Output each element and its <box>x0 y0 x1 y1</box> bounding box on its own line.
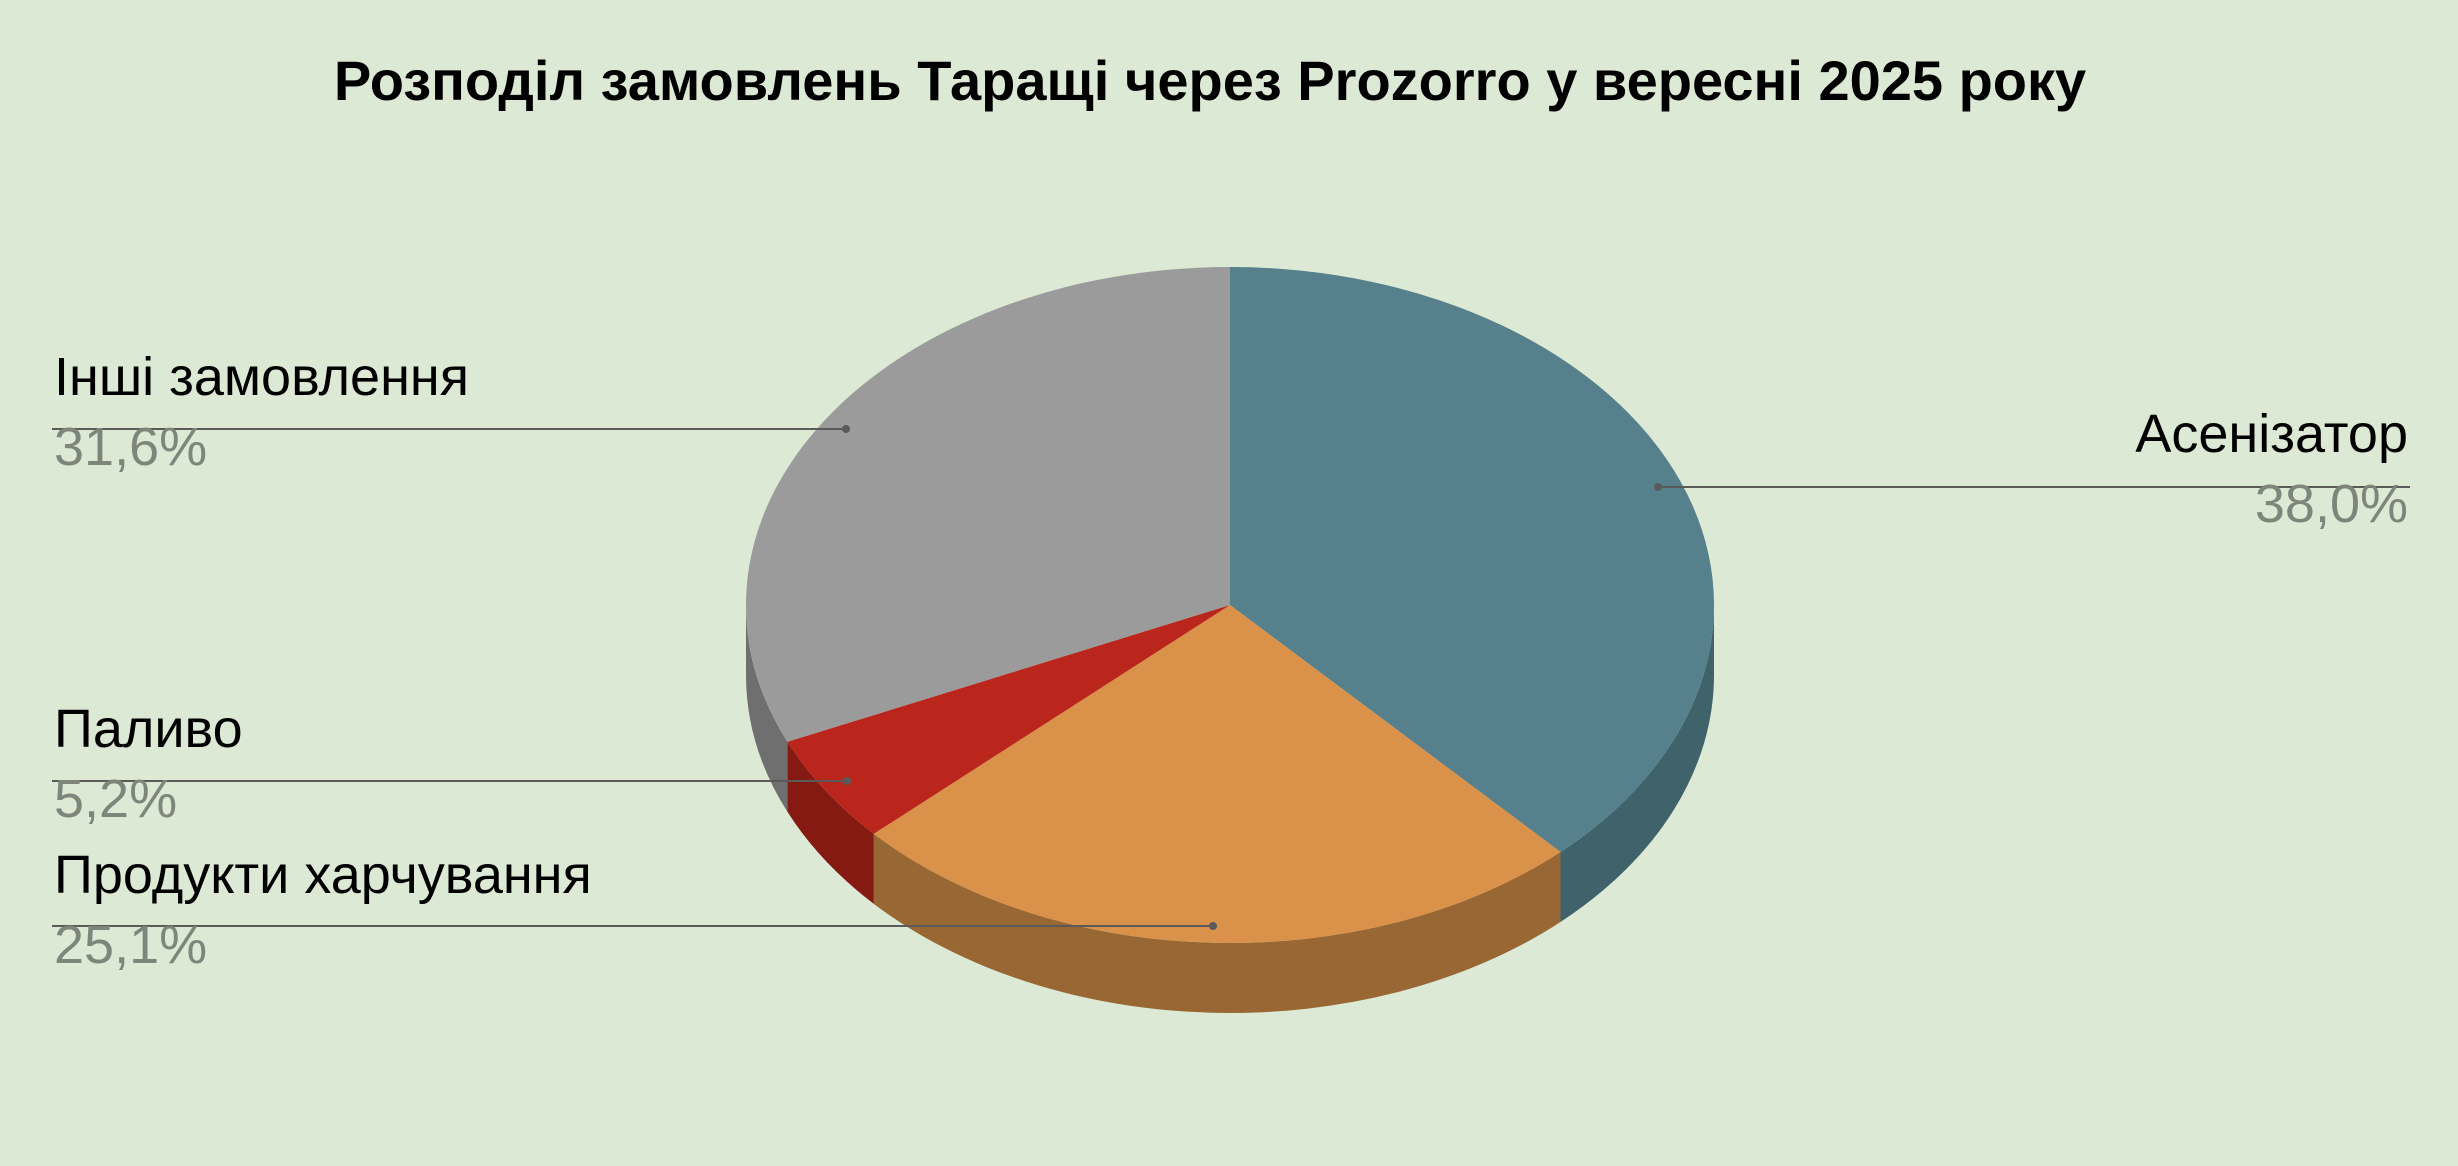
slice-palyvo-side <box>787 741 874 904</box>
slice-palyvo-leader-dot <box>843 777 851 785</box>
slice-palyvo-value-label: 5,2% <box>54 769 177 829</box>
chart-title: Розподіл замовлень Таращі через Prozorro… <box>333 49 2087 112</box>
pie-sides <box>746 605 1714 1013</box>
slice-inshi-zamovlennia-side <box>746 605 788 812</box>
slice-asenizator-leader-dot <box>1654 483 1662 491</box>
slice-asenizator-value-label: 38,0% <box>2255 474 2408 534</box>
slice-palyvo-top <box>787 605 1230 834</box>
slice-produkty-kharchuvannia-label: Продукти харчування <box>54 845 592 905</box>
slice-produkty-kharchuvannia-value-label: 25,1% <box>54 915 207 975</box>
slice-produkty-kharchuvannia-side <box>873 833 1561 1013</box>
slice-palyvo-label: Паливо <box>54 699 243 759</box>
pie-labels: Асенізатор 38,0% Продукти харчування 25,1% П… <box>52 347 2410 975</box>
slice-asenizator-top <box>1230 267 1714 852</box>
slice-inshi-zamovlennia-top <box>746 267 1230 742</box>
slice-produkty-kharchuvannia-leader-dot <box>1209 922 1217 930</box>
slice-asenizator-label: Асенізатор <box>2135 404 2408 464</box>
slice-inshi-zamovlennia-leader-dot <box>842 425 850 433</box>
slice-inshi-zamovlennia-label: Інші замовлення <box>54 347 469 407</box>
slice-asenizator-side <box>1560 605 1714 922</box>
pie-tops <box>746 267 1714 943</box>
slice-produkty-kharchuvannia-top <box>873 605 1561 943</box>
slice-inshi-zamovlennia-value-label: 31,6% <box>54 417 207 477</box>
